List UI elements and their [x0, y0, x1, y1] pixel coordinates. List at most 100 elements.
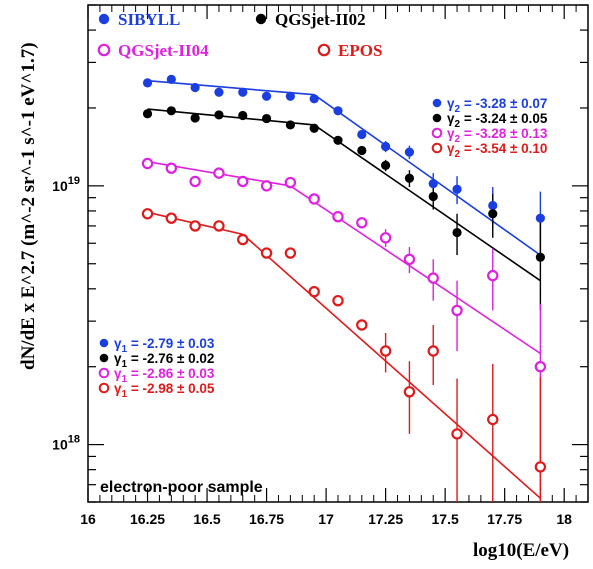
gamma2-label: γ2 = -3.24 ± 0.05	[447, 111, 548, 130]
gamma1-marker	[98, 367, 110, 379]
gamma1-marker	[99, 353, 109, 363]
data-point	[534, 461, 547, 473]
data-point	[488, 209, 498, 219]
data-point	[487, 413, 499, 426]
plot-frame	[87, 4, 589, 503]
data-point	[166, 106, 176, 116]
legend-label: QGSjet-II02	[275, 10, 366, 29]
data-points	[141, 74, 547, 473]
gamma2-marker	[431, 127, 443, 139]
data-point	[309, 94, 319, 104]
data-point	[142, 78, 153, 88]
data-point	[284, 247, 297, 259]
data-point	[214, 110, 224, 120]
x-tick-labels: 16 16.25 16.5 16.75 17 17.25 17.5 17.75 18	[80, 511, 572, 527]
data-point	[356, 217, 368, 229]
data-point	[403, 386, 416, 398]
gamma1-marker	[98, 382, 110, 394]
data-point	[381, 160, 391, 170]
data-point	[141, 208, 154, 220]
x-tick-label: 16.5	[193, 511, 220, 527]
y-tick-label: 1018	[52, 434, 80, 453]
data-point	[308, 193, 320, 205]
data-point	[238, 87, 248, 97]
x-tick-label: 17	[318, 511, 334, 527]
data-point	[189, 175, 201, 188]
legend-marker	[255, 13, 267, 25]
gamma2-label: γ2 = -3.54 ± 0.10	[447, 141, 547, 160]
x-tick-label: 18	[556, 511, 572, 527]
data-point	[428, 179, 438, 189]
legend-marker	[98, 13, 110, 25]
data-point	[356, 319, 368, 331]
data-point	[261, 113, 272, 124]
data-point	[190, 113, 200, 123]
data-point	[427, 272, 439, 284]
x-tick-label: 16	[80, 511, 96, 527]
data-point	[379, 232, 392, 244]
data-point	[452, 184, 462, 194]
data-point	[213, 167, 225, 179]
data-point	[238, 110, 248, 121]
data-point	[451, 304, 463, 317]
data-point	[428, 191, 438, 202]
data-point	[237, 175, 249, 188]
data-point	[404, 147, 415, 157]
x-axis-title: log10(E/eV)	[473, 540, 569, 561]
legend-marker	[317, 43, 331, 57]
x-tick-label: 17.25	[368, 511, 403, 527]
data-point	[357, 129, 367, 140]
data-point	[284, 176, 297, 189]
error-bars	[384, 141, 542, 502]
data-point	[189, 220, 201, 232]
data-point	[142, 109, 153, 119]
data-point	[451, 428, 463, 440]
gamma2-label: γ2 = -3.28 ± 0.07	[447, 96, 547, 115]
data-point	[260, 247, 273, 259]
data-point	[285, 91, 295, 101]
gamma2-label: γ2 = -3.28 ± 0.13	[447, 126, 548, 145]
data-point	[534, 361, 547, 373]
gamma2-marker	[432, 113, 442, 123]
data-point	[213, 220, 225, 232]
data-point	[427, 345, 439, 357]
data-point	[404, 173, 415, 183]
data-point	[333, 135, 343, 145]
data-point	[166, 74, 176, 84]
data-point	[333, 106, 343, 116]
gamma1-label: γ1 = -2.79 ± 0.03	[114, 336, 215, 355]
data-point	[488, 200, 498, 211]
data-point	[535, 213, 545, 223]
legend-label: SIBYLL	[118, 10, 180, 29]
y-axis-title: dN/dE x E^2.7 (m^-2 sr^-1 s^-1 eV^1.7)	[18, 42, 39, 370]
legend-label: QGSjet-II04	[118, 41, 209, 60]
data-point	[403, 253, 416, 266]
x-tick-label: 16.75	[249, 511, 284, 527]
data-point	[237, 233, 249, 246]
data-point	[379, 345, 392, 357]
data-point	[332, 210, 344, 223]
data-point	[190, 82, 200, 93]
x-tick-label: 17.5	[432, 511, 459, 527]
data-point	[309, 123, 319, 133]
data-point	[214, 87, 224, 97]
legend: SIBYLL QGSjet-II02 QGSjet-II04 EPOS	[97, 10, 382, 60]
y-tick-labels: 1018 1019	[52, 175, 80, 453]
data-point	[261, 91, 272, 101]
data-point	[332, 294, 344, 307]
sample-annotation: electron-poor sample	[100, 479, 263, 496]
data-point	[165, 162, 178, 174]
gamma1-marker	[99, 338, 109, 348]
data-point	[487, 269, 499, 282]
data-point	[260, 180, 273, 192]
legend-label: EPOS	[338, 41, 382, 60]
data-point	[357, 145, 367, 156]
data-point	[381, 141, 391, 152]
data-point	[165, 212, 178, 224]
gamma2-marker	[432, 98, 442, 108]
axis-ticks	[87, 4, 589, 503]
data-point	[452, 227, 462, 238]
gamma2-marker	[431, 142, 443, 154]
